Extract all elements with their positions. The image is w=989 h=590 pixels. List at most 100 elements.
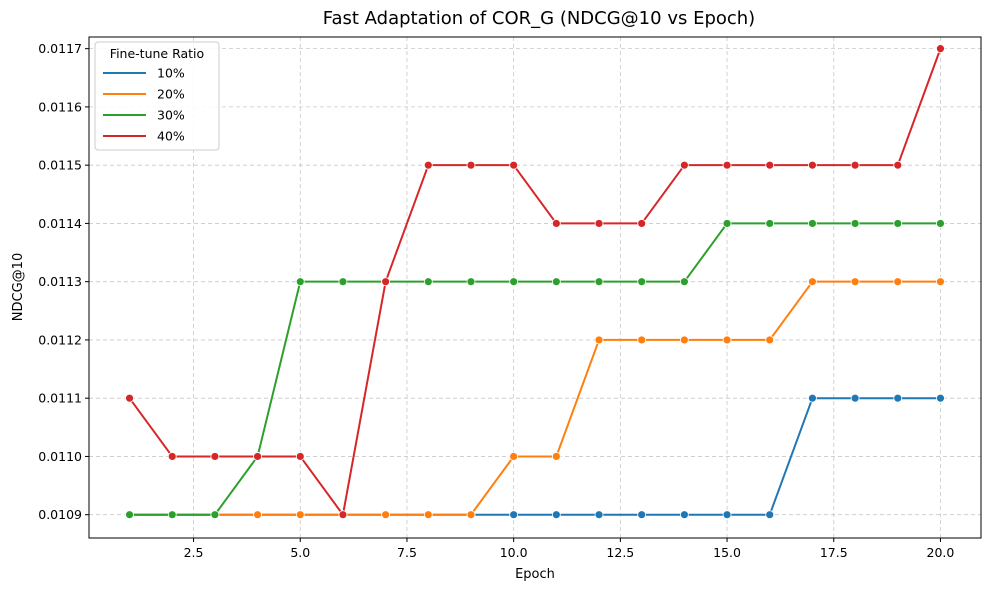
x-axis-label: Epoch [515,567,555,582]
data-point [637,277,647,287]
y-axis-label: NDCG@10 [11,253,26,321]
data-point [466,510,476,520]
y-axis-ticks: 0.0109 0.0110 0.0111 0.0112 0.0113 0.0114 0.01… [38,41,89,522]
data-point [765,160,775,170]
data-point [765,510,775,520]
data-point [509,277,519,287]
series-40pct [125,44,945,520]
y-tick-label: 0.0115 [38,158,82,173]
data-point [679,277,689,287]
legend-item: 40% [103,129,185,144]
data-point [125,510,134,520]
grid-lines [89,37,981,538]
legend-item: 30% [103,108,185,123]
data-point [850,393,860,403]
data-point [722,219,732,228]
data-point [637,335,647,345]
legend-label: 20% [157,87,185,102]
legend-label: 40% [157,129,185,144]
data-point [893,219,903,228]
legend-label: 10% [157,66,185,81]
legend-item: 20% [103,87,185,102]
x-tick-label: 15.0 [713,545,741,560]
data-point [509,160,519,170]
data-point [850,219,860,228]
data-point [808,393,817,403]
y-tick-label: 0.0113 [38,274,82,289]
data-point [210,510,220,520]
data-point [594,335,604,345]
x-tick-label: 17.5 [820,545,848,560]
data-point [551,510,561,520]
legend-item: 10% [103,66,185,81]
data-point [893,160,903,170]
chart-title: Fast Adaptation of COR_G (NDCG@10 vs Epo… [323,8,755,29]
plot-frame [88,36,982,539]
data-point [253,452,262,461]
x-tick-label: 12.5 [606,545,634,560]
x-tick-label: 5.0 [290,545,310,560]
y-tick-label: 0.0110 [38,449,82,464]
data-point [808,160,817,170]
data-point [722,510,732,520]
data-point [808,277,817,287]
data-point [893,277,903,287]
data-point [679,335,689,345]
data-point [466,277,476,287]
data-point [893,393,903,403]
x-tick-label: 7.5 [397,545,417,560]
y-tick-label: 0.0116 [38,99,82,114]
data-point [295,510,305,520]
y-tick-label: 0.0117 [38,41,82,56]
data-point [509,510,519,520]
data-point [253,510,262,520]
data-point [679,510,689,520]
x-tick-label: 2.5 [184,545,204,560]
data-point [423,160,433,170]
y-tick-label: 0.0112 [38,332,82,347]
y-tick-label: 0.0111 [38,391,82,406]
data-point [167,510,177,520]
data-point [381,277,391,287]
data-point [423,277,433,287]
data-point [850,277,860,287]
x-tick-label: 10.0 [500,545,528,560]
y-tick-label: 0.0114 [38,216,82,231]
data-point [594,510,604,520]
data-point [936,393,945,403]
data-point [850,160,860,170]
data-point [423,510,433,520]
data-point [722,335,732,345]
series-30pct [125,219,945,520]
data-point [167,452,177,461]
data-point [509,452,519,461]
series-layer [125,44,945,520]
data-point [808,219,817,228]
data-point [466,160,476,170]
data-point [338,510,348,520]
legend: Fine-tune Ratio 10% 20% 30% 40% [94,41,220,151]
x-axis-ticks: 2.5 5.0 7.5 10.0 12.5 15.0 17.5 20.0 [184,538,955,560]
data-point [295,277,305,287]
data-point [295,452,305,461]
data-point [936,44,945,54]
data-point [936,219,945,228]
data-point [637,510,647,520]
series-line [129,280,941,516]
legend-box [94,41,220,151]
series-line [128,48,942,516]
data-point [594,277,604,287]
data-point [594,219,604,228]
data-point [210,452,220,461]
data-point [551,219,561,228]
data-point [551,277,561,287]
data-point [551,452,561,461]
data-point [765,219,775,228]
x-tick-label: 20.0 [927,545,955,560]
legend-title: Fine-tune Ratio [110,46,204,61]
data-point [381,510,391,520]
data-point [637,219,647,228]
series-line [129,222,941,516]
legend-items: 10% 20% 30% 40% [103,66,185,144]
